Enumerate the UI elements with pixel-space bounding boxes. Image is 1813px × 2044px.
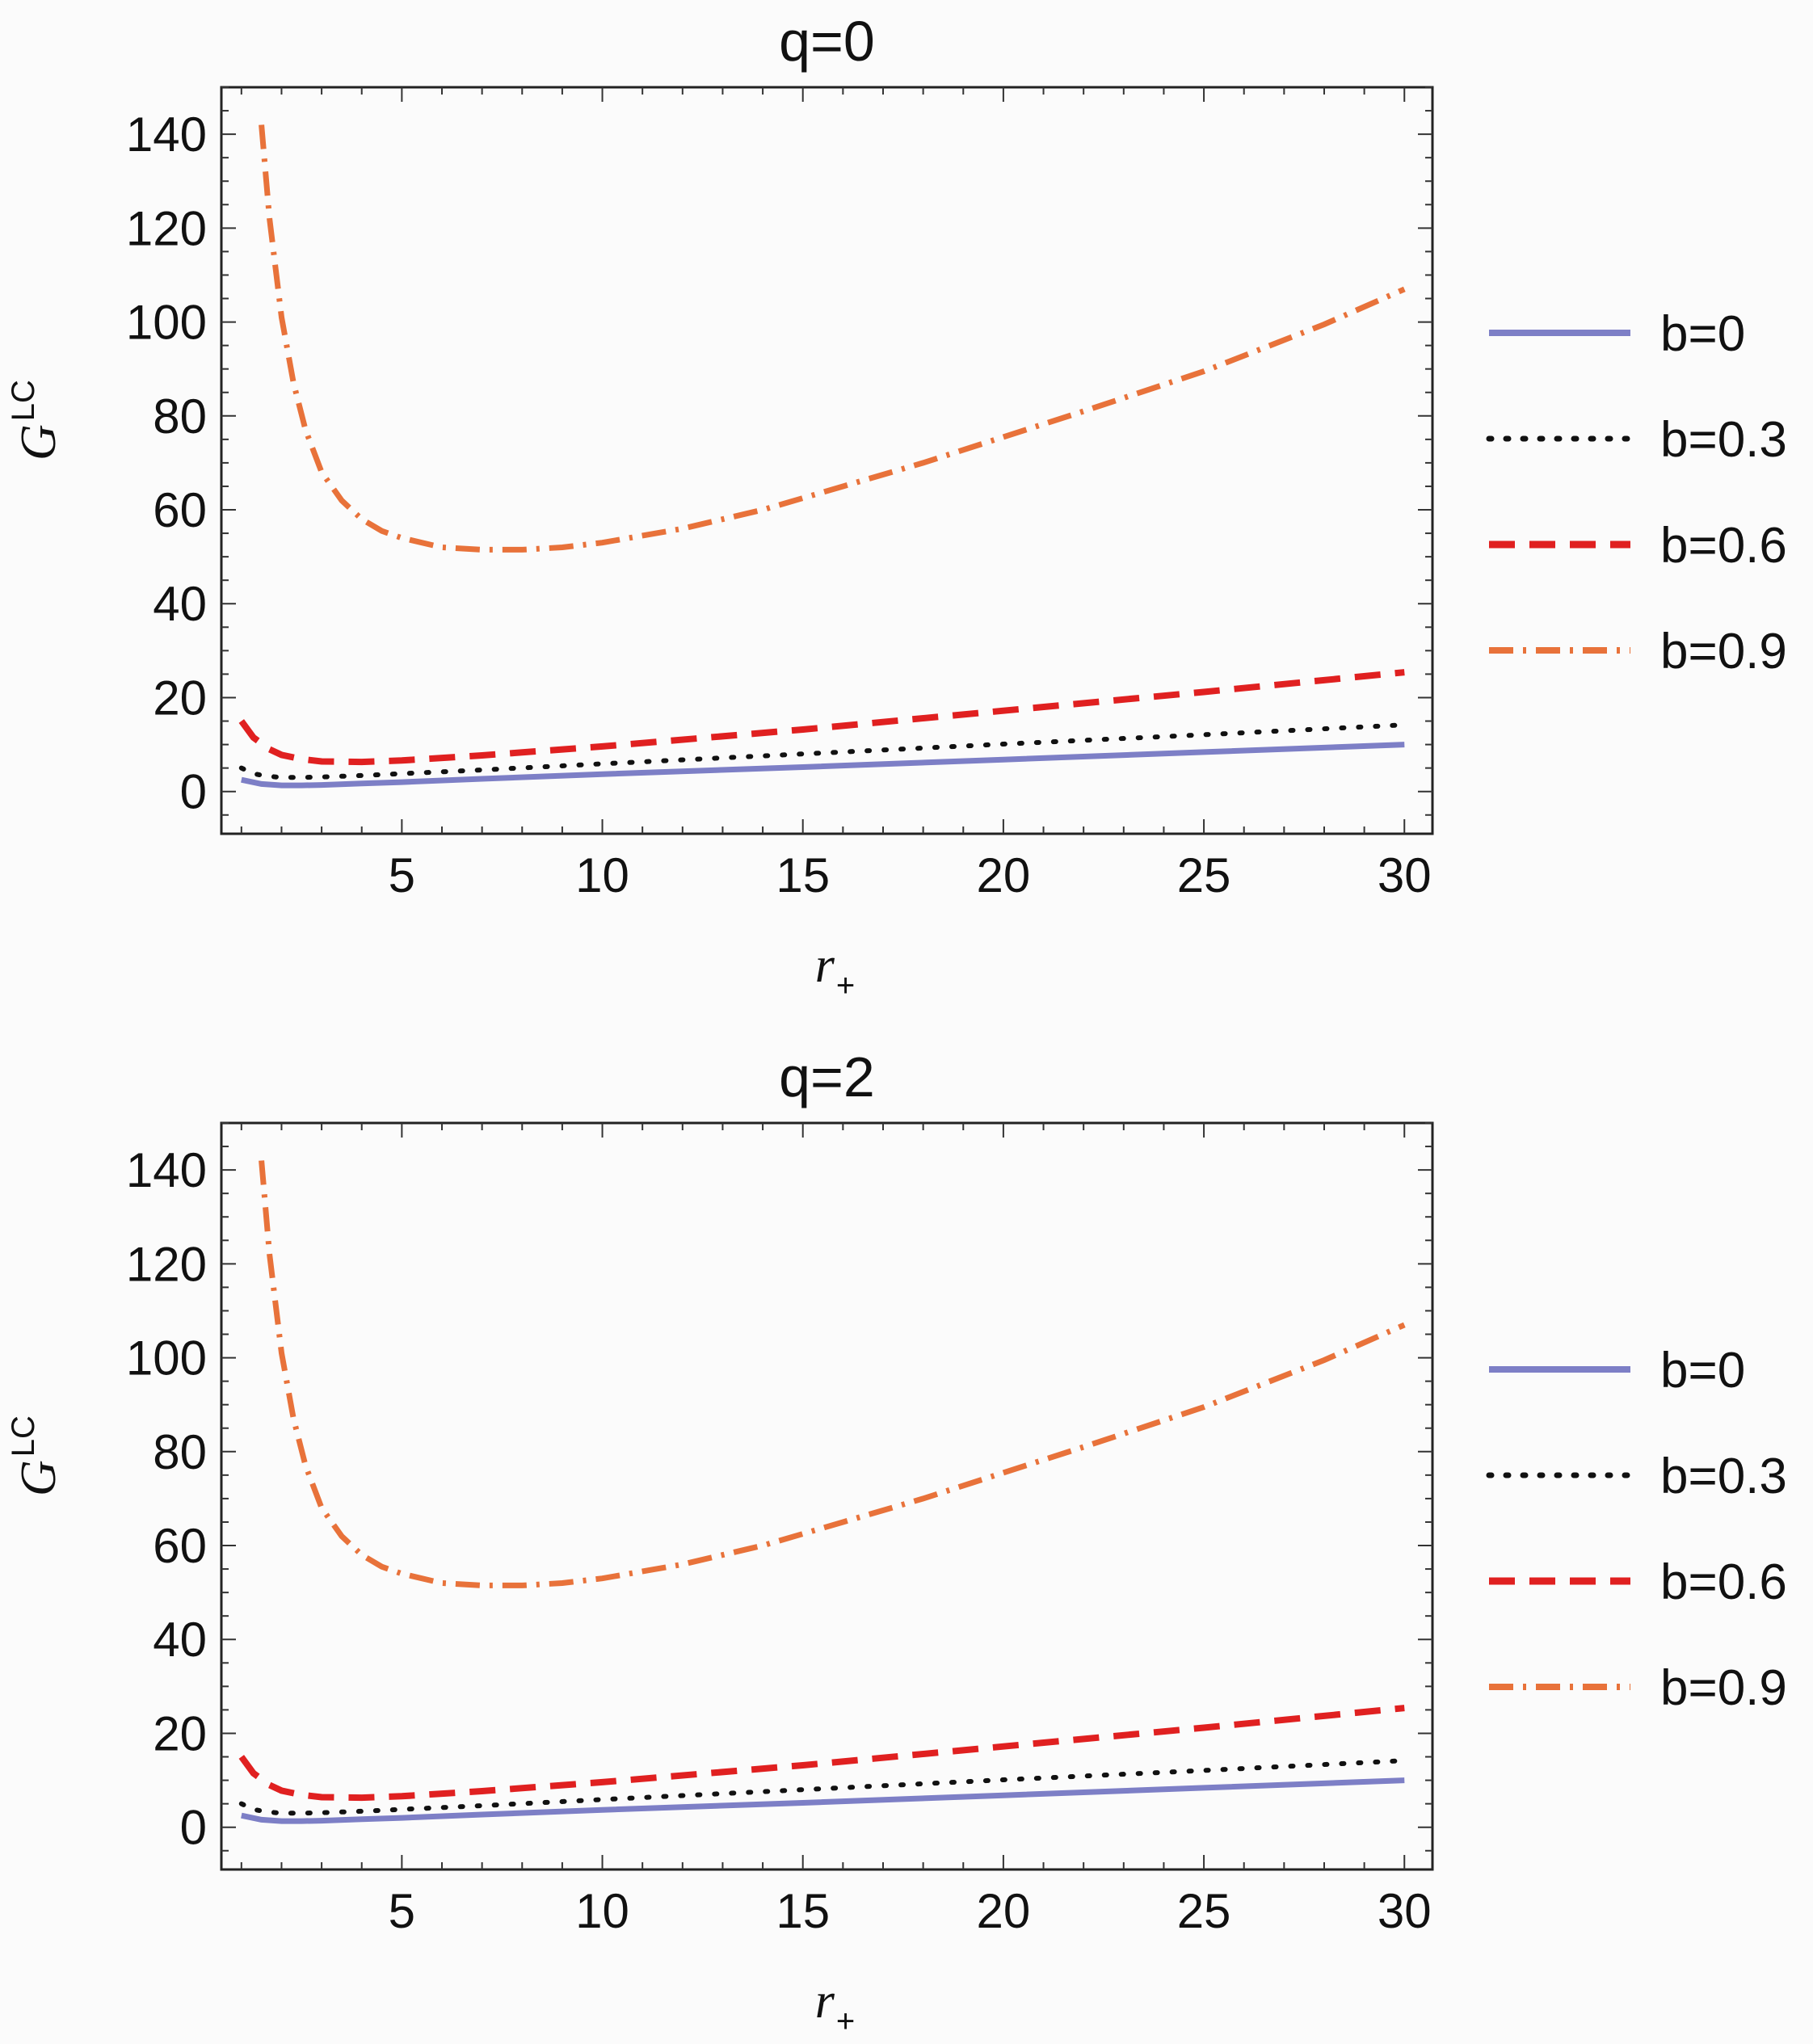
y-tick-label: 40 — [153, 1613, 207, 1667]
chart-title: q=2 — [779, 1045, 875, 1108]
legend-label: b=0.9 — [1660, 1660, 1787, 1716]
y-tick-label: 20 — [153, 671, 207, 725]
plot-frame — [220, 86, 1434, 835]
legend-label: b=0.9 — [1660, 624, 1787, 679]
y-tick-label: 40 — [153, 577, 207, 631]
y-axis-label: GLC — [6, 1415, 66, 1496]
x-tick-label: 25 — [1177, 1884, 1231, 1938]
y-axis-label: GLC — [6, 380, 66, 461]
y-tick-label: 0 — [180, 765, 207, 819]
y-tick-label: 100 — [126, 1331, 207, 1386]
y-tick-label: 20 — [153, 1706, 207, 1760]
y-tick-label: 60 — [153, 483, 207, 537]
x-tick-label: 15 — [776, 848, 830, 902]
plot-frame — [220, 1121, 1434, 1871]
legend-label: b=0 — [1660, 306, 1745, 362]
y-tick-label: 80 — [153, 1425, 207, 1479]
y-tick-label: 0 — [180, 1801, 207, 1855]
x-axis-label: r+ — [815, 938, 856, 1003]
y-tick-label: 140 — [126, 1143, 207, 1197]
series-line-b-0-9 — [259, 1160, 1406, 1588]
x-tick-label: 25 — [1177, 848, 1231, 902]
series-line-b-0-3 — [238, 722, 1407, 780]
x-axis-label: r+ — [815, 1974, 856, 2039]
series-line-b-0-6 — [238, 669, 1405, 766]
x-tick-label: 5 — [389, 848, 415, 902]
x-tick-label: 5 — [389, 1884, 415, 1938]
y-tick-label: 60 — [153, 1519, 207, 1573]
legend-label: b=0.3 — [1660, 1449, 1787, 1504]
y-tick-label: 120 — [126, 1237, 207, 1291]
y-tick-label: 140 — [126, 107, 207, 162]
x-tick-label: 10 — [575, 848, 629, 902]
x-tick-label: 30 — [1378, 1884, 1432, 1938]
series-line-b-0 — [241, 1777, 1405, 1824]
x-tick-label: 15 — [776, 1884, 830, 1938]
y-tick-label: 80 — [153, 389, 207, 444]
series-line-b-0 — [241, 742, 1405, 789]
legend-label: b=0.6 — [1660, 1554, 1787, 1610]
series-line-b-0-9 — [259, 124, 1406, 553]
legend-label: b=0.6 — [1660, 518, 1787, 574]
x-tick-label: 20 — [977, 1884, 1031, 1938]
chart-panel-0: q=0 5 10 15 20 25 30 0 20 40 60 80 100 120 140 r+ GLC b=0… — [6, 10, 1787, 1003]
legend-label: b=0 — [1660, 1343, 1745, 1398]
y-tick-label: 120 — [126, 201, 207, 255]
legend-label: b=0.3 — [1660, 412, 1787, 468]
x-tick-label: 30 — [1378, 848, 1432, 902]
y-tick-label: 100 — [126, 296, 207, 350]
x-tick-label: 20 — [977, 848, 1031, 902]
series-line-b-0-3 — [238, 1758, 1407, 1816]
series-line-b-0-6 — [238, 1705, 1405, 1802]
x-tick-label: 10 — [575, 1884, 629, 1938]
chart-panel-1: q=2 5 10 15 20 25 30 0 20 40 60 80 100 120 140 r+ GLC b=0… — [6, 1045, 1787, 2039]
chart-title: q=0 — [779, 10, 875, 73]
